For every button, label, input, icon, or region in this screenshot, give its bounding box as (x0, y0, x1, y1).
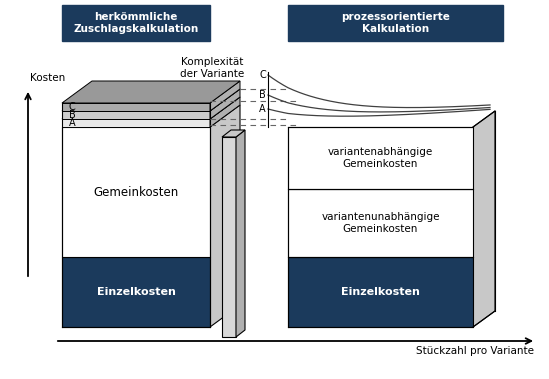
Text: A: A (259, 104, 266, 114)
Text: Komplexität
der Variante: Komplexität der Variante (180, 57, 244, 79)
Text: prozessorientierte
Kalkulation: prozessorientierte Kalkulation (341, 12, 450, 34)
Polygon shape (62, 111, 210, 119)
Polygon shape (210, 105, 240, 327)
Text: C: C (69, 102, 75, 112)
Polygon shape (288, 127, 473, 189)
Text: B: B (69, 110, 75, 120)
Polygon shape (222, 130, 245, 137)
Polygon shape (222, 137, 236, 337)
Polygon shape (62, 89, 240, 111)
FancyBboxPatch shape (288, 5, 503, 41)
Text: variantenunabhängige
Gemeinkosten: variantenunabhängige Gemeinkosten (321, 212, 440, 234)
Polygon shape (210, 89, 240, 119)
Text: A: A (69, 118, 75, 128)
Polygon shape (210, 81, 240, 111)
Text: herkömmliche
Zuschlagskalkulation: herkömmliche Zuschlagskalkulation (74, 12, 199, 34)
Text: Stückzahl pro Variante: Stückzahl pro Variante (416, 346, 534, 356)
Polygon shape (236, 130, 245, 337)
Text: Kosten: Kosten (30, 73, 65, 83)
Text: Gemeinkosten: Gemeinkosten (93, 185, 178, 199)
Polygon shape (62, 127, 210, 257)
Text: variantenabhängige
Gemeinkosten: variantenabhängige Gemeinkosten (328, 147, 433, 169)
Text: B: B (259, 90, 266, 100)
Polygon shape (288, 257, 473, 327)
FancyBboxPatch shape (62, 5, 210, 41)
Polygon shape (62, 257, 210, 327)
Text: C: C (259, 70, 266, 80)
Polygon shape (473, 111, 495, 327)
Text: Einzelkosten: Einzelkosten (97, 287, 176, 297)
Polygon shape (62, 81, 240, 103)
Polygon shape (62, 119, 210, 127)
Polygon shape (62, 103, 210, 111)
Polygon shape (288, 189, 473, 257)
Text: Einzelkosten: Einzelkosten (341, 287, 420, 297)
Polygon shape (62, 97, 240, 119)
Polygon shape (210, 97, 240, 127)
